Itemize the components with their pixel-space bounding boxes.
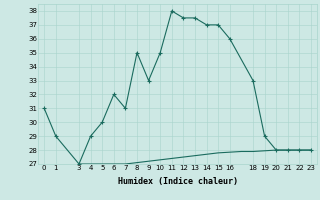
X-axis label: Humidex (Indice chaleur): Humidex (Indice chaleur) — [118, 177, 238, 186]
